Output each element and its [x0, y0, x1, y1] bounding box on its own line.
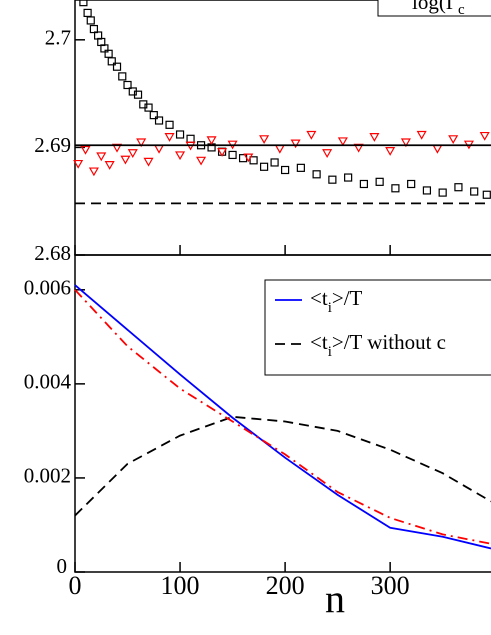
x-tick-label: 300	[371, 571, 410, 600]
square-point	[375, 177, 384, 186]
y-tick-label: 0.002	[24, 464, 71, 488]
triangle-point	[369, 133, 380, 142]
triangle-point	[154, 144, 165, 154]
x-tick-label: 100	[161, 571, 200, 600]
square-point	[438, 188, 447, 197]
y-tick-label: 0.006	[24, 276, 71, 300]
legend-box	[377, 0, 491, 17]
square-point	[175, 130, 185, 139]
triangle-point	[196, 156, 207, 166]
triangle-point	[274, 144, 285, 154]
legend-text: >/T	[332, 286, 363, 310]
legend-subscript: i	[328, 344, 332, 360]
legend-text: log(Γ	[412, 0, 458, 14]
triangle-point	[96, 152, 107, 162]
triangle-point	[400, 138, 411, 148]
square-point	[149, 111, 158, 120]
legend-text: <t	[310, 330, 328, 354]
triangle-point	[290, 139, 301, 149]
triangle-point	[120, 155, 131, 165]
square-point	[270, 158, 279, 167]
triangle-point	[104, 161, 115, 170]
legend-subscript: i	[328, 300, 332, 316]
square-point	[422, 186, 432, 195]
square-point	[107, 57, 116, 66]
triangle-point	[175, 151, 186, 161]
line-series	[74, 284, 491, 550]
square-point	[79, 0, 88, 7]
legend-subscript: c	[458, 2, 465, 18]
triangle-point	[217, 148, 228, 157]
square-point	[259, 162, 269, 171]
square-point	[454, 183, 463, 192]
square-point	[312, 170, 321, 179]
square-point	[133, 90, 143, 99]
square-point	[296, 163, 305, 172]
triangle-point	[448, 135, 459, 145]
triangle-point	[143, 157, 154, 167]
line-series	[74, 415, 491, 517]
square-point	[228, 150, 237, 160]
square-point	[123, 80, 132, 90]
legend-label: <ti>/T without c	[310, 330, 446, 361]
legend-label: <ti>/T	[310, 286, 363, 317]
triangle-point	[432, 144, 443, 154]
square-point	[86, 16, 95, 25]
y-tick-label: 2.68	[34, 241, 71, 265]
legend-text: >/T without c	[332, 330, 446, 354]
triangle-point	[164, 133, 175, 142]
triangle-point	[88, 167, 99, 177]
x-tick-label: 200	[266, 571, 305, 600]
square-point	[391, 184, 400, 193]
square-point	[470, 187, 479, 196]
square-point	[144, 103, 153, 112]
square-point	[118, 72, 127, 81]
plot-frame	[74, 0, 491, 256]
square-point	[344, 173, 353, 182]
square-point	[359, 179, 368, 189]
triangle-point	[259, 135, 270, 145]
triangle-point	[206, 136, 217, 146]
triangle-point	[416, 130, 427, 140]
square-point	[407, 179, 416, 189]
y-tick-label: 2.7	[45, 26, 71, 50]
square-point	[83, 8, 92, 18]
triangle-point	[73, 159, 84, 169]
plot-area	[73, 0, 491, 205]
triangle-point	[243, 153, 254, 163]
square-point	[249, 156, 258, 165]
square-point	[482, 190, 491, 199]
triangle-point	[479, 131, 490, 141]
square-point	[112, 62, 122, 71]
x-axis-title: n	[325, 576, 345, 621]
triangle-point	[136, 138, 147, 148]
legend-label: log(Γc	[412, 0, 465, 18]
triangle-point	[127, 149, 138, 158]
triangle-point	[385, 147, 396, 156]
triangle-point	[306, 130, 317, 140]
square-point	[100, 44, 109, 53]
y-tick-label: 0.004	[24, 370, 72, 394]
square-point	[165, 120, 174, 129]
square-point	[154, 116, 164, 125]
square-point	[89, 24, 99, 34]
plot-area	[74, 284, 491, 550]
legend-box	[264, 279, 491, 376]
triangle-point	[322, 149, 333, 158]
triangle-point	[80, 145, 91, 155]
y-tick-label: 2.69	[34, 133, 71, 157]
legend-text: <t	[310, 286, 328, 310]
y-tick-label: 0	[57, 554, 68, 578]
triangle-point	[337, 137, 348, 147]
plot-frame	[74, 254, 491, 573]
square-point	[186, 134, 195, 143]
square-point	[281, 165, 290, 175]
x-tick-label: 0	[69, 571, 82, 600]
line-series	[74, 289, 491, 545]
square-point	[328, 175, 337, 184]
